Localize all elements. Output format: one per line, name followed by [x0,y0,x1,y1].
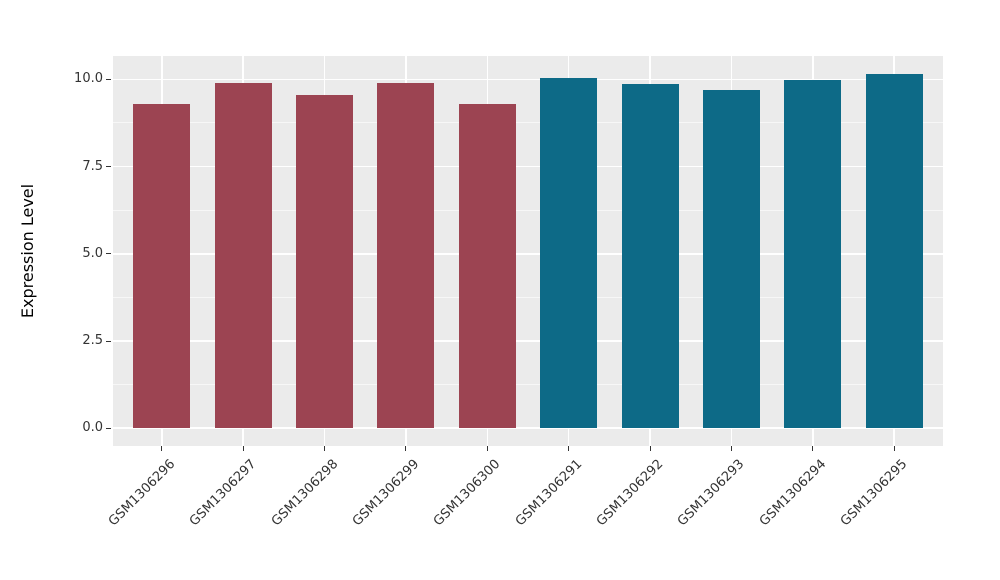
y-tick-label: 10.0 [74,71,103,87]
x-axis-tick [486,446,488,451]
bar-GSM1306299 [377,82,435,429]
x-axis-tick [812,446,814,451]
y-tick-label: 7.5 [82,158,103,174]
gridline-major [113,78,943,81]
x-axis-tick [730,446,732,451]
y-tick-label: 0.0 [82,420,103,436]
x-axis-tick [324,446,326,451]
plot-panel [113,56,943,446]
x-axis-tick [893,446,895,451]
bar-GSM1306297 [214,82,272,429]
x-axis-tick [161,446,163,451]
y-tick-label: 5.0 [82,245,103,261]
y-axis-tick [106,340,111,342]
y-axis-tick [106,253,111,255]
bar-GSM1306294 [784,80,842,429]
gridline-major [113,165,943,168]
bar-GSM1306295 [865,74,923,429]
y-axis-tick [106,166,111,168]
x-axis-tick [568,446,570,451]
y-tick-label: 2.5 [82,333,103,348]
bar-GSM1306300 [458,103,516,429]
y-axis-tick [106,427,111,429]
bar-GSM1306296 [133,103,191,429]
gridline-major [113,253,943,255]
bar-GSM1306292 [621,84,679,429]
bar-GSM1306293 [702,89,760,429]
gridline-minor [113,384,943,386]
y-axis-tick [106,78,111,80]
y-axis-title: Expression Level [18,183,37,319]
gridline-major [113,427,943,429]
gridline-minor [113,122,943,124]
bar-GSM1306291 [540,78,598,429]
bar-GSM1306298 [296,95,354,429]
gridline-minor [113,296,943,298]
x-axis-tick [649,446,651,451]
x-axis-tick [242,446,244,451]
gridline-minor [113,209,943,211]
gridline-major [113,340,943,342]
x-axis-tick [405,446,407,451]
